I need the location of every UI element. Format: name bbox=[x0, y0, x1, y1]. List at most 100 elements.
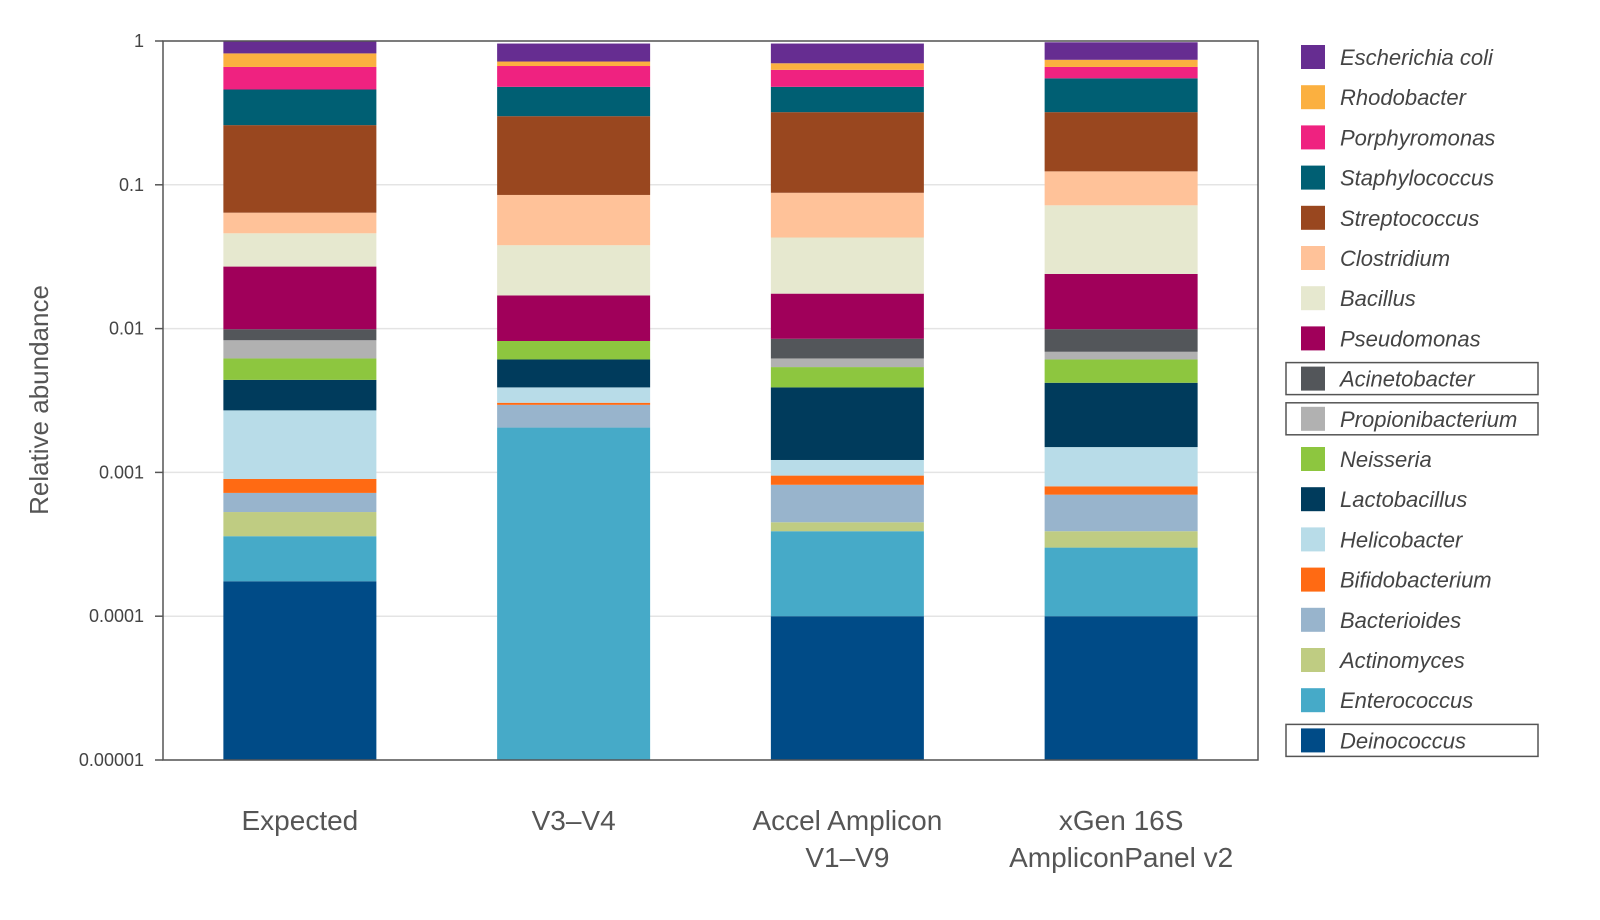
bar-segment bbox=[497, 194, 651, 246]
bar-segment bbox=[223, 358, 377, 380]
bar-stack bbox=[770, 43, 924, 760]
legend-item: Bifidobacterium bbox=[1301, 567, 1492, 593]
bar-segment bbox=[497, 427, 651, 760]
legend-swatch bbox=[1301, 286, 1325, 311]
bar-segment bbox=[223, 233, 377, 267]
bar-segment bbox=[770, 484, 924, 523]
bar-segment bbox=[223, 379, 377, 411]
bar-segment bbox=[1044, 447, 1198, 487]
bar-segment bbox=[770, 112, 924, 193]
bar-segment bbox=[223, 212, 377, 234]
bar-segment bbox=[223, 492, 377, 513]
bar-segment bbox=[223, 410, 377, 479]
legend-swatch bbox=[1301, 165, 1325, 190]
y-tick-label: 0.1 bbox=[119, 175, 144, 195]
legend-label: Lactobacillus bbox=[1340, 487, 1467, 512]
bar-segment bbox=[223, 478, 377, 493]
bar-segment bbox=[770, 616, 924, 760]
y-tick-label: 0.001 bbox=[99, 462, 144, 482]
legend-swatch bbox=[1301, 85, 1325, 110]
bar-segment bbox=[770, 192, 924, 238]
legend-swatch bbox=[1301, 567, 1325, 592]
bar-segment bbox=[1044, 494, 1198, 532]
legend-item: Bacterioides bbox=[1301, 607, 1461, 633]
legend-label: Acinetobacter bbox=[1338, 367, 1476, 392]
legend-swatch bbox=[1301, 527, 1325, 552]
y-tick-label: 0.00001 bbox=[79, 750, 144, 770]
bar-segment bbox=[497, 295, 651, 341]
bar-segment bbox=[770, 69, 924, 87]
bar-segment bbox=[497, 359, 651, 388]
y-tick-label: 0.01 bbox=[109, 319, 144, 339]
bar-segment bbox=[770, 338, 924, 359]
legend-swatch bbox=[1301, 246, 1325, 270]
category-label: V3–V4 bbox=[532, 805, 616, 836]
bar-segment bbox=[770, 63, 924, 70]
legend-swatch bbox=[1301, 326, 1325, 351]
bar-segment bbox=[497, 116, 651, 195]
bar-segment bbox=[223, 340, 377, 359]
legend-item: Bacillus bbox=[1301, 286, 1416, 311]
bar-segment bbox=[1044, 66, 1198, 79]
bar-segment bbox=[770, 293, 924, 339]
bar-segment bbox=[223, 125, 377, 213]
legend-highlight-box bbox=[1285, 723, 1539, 758]
legend-swatch bbox=[1301, 648, 1325, 672]
legend-label: Enterococcus bbox=[1340, 688, 1473, 713]
legend-label: Pseudomonas bbox=[1340, 326, 1481, 351]
bar-segment bbox=[497, 402, 651, 405]
bar-segment bbox=[223, 89, 377, 126]
legend-item: Rhodobacter bbox=[1301, 85, 1468, 110]
legend-swatch bbox=[1301, 447, 1325, 471]
bar-segment bbox=[497, 66, 651, 87]
bar-stack bbox=[497, 43, 651, 760]
y-axis-ticks: 1 0.1 0.01 0.001 0.0001 0.00001 bbox=[79, 31, 163, 770]
legend-item: Helicobacter bbox=[1301, 527, 1464, 552]
legend-label: Deinococcus bbox=[1340, 728, 1466, 753]
legend-label: Neisseria bbox=[1340, 447, 1432, 472]
legend-item: Escherichia coli bbox=[1301, 45, 1494, 70]
plot-frame bbox=[162, 40, 1259, 761]
legend-swatch bbox=[1301, 125, 1325, 150]
legend-swatch bbox=[1301, 366, 1325, 391]
bar-segment bbox=[770, 367, 924, 388]
legend-item: Actinomyces bbox=[1301, 648, 1465, 673]
legend-label: Rhodobacter bbox=[1340, 85, 1468, 110]
bar-segment bbox=[1044, 59, 1198, 67]
legend-label: Actinomyces bbox=[1338, 648, 1465, 673]
legend-label: Helicobacter bbox=[1340, 527, 1464, 552]
legend-label: Propionibacterium bbox=[1340, 407, 1517, 432]
bar-segment bbox=[1044, 616, 1198, 760]
category-label: V1–V9 bbox=[805, 842, 889, 873]
bar-segment bbox=[770, 531, 924, 617]
bar-segment bbox=[770, 522, 924, 532]
legend-item: Neisseria bbox=[1301, 447, 1432, 472]
legend-item: Staphylococcus bbox=[1301, 165, 1494, 191]
legend-label: Staphylococcus bbox=[1340, 166, 1494, 191]
bar-segment bbox=[770, 475, 924, 485]
legend-item: Deinococcus bbox=[1285, 723, 1539, 758]
bar-segment bbox=[770, 237, 924, 294]
y-tick-label: 0.0001 bbox=[89, 606, 144, 626]
legend-swatch bbox=[1301, 45, 1325, 69]
bar-segment bbox=[1044, 42, 1198, 60]
bar-segment bbox=[770, 387, 924, 460]
legend-item: Propionibacterium bbox=[1285, 402, 1539, 436]
bar-segment bbox=[1044, 273, 1198, 330]
bar-segment bbox=[497, 387, 651, 403]
category-label: AmpliconPanel v2 bbox=[1009, 842, 1233, 873]
bar-segment bbox=[770, 358, 924, 368]
legend-highlight-box bbox=[1285, 361, 1539, 396]
legend-item: Lactobacillus bbox=[1301, 487, 1467, 512]
legend-swatch bbox=[1301, 728, 1325, 753]
legend-label: Bacillus bbox=[1340, 286, 1416, 311]
bar-stack bbox=[223, 41, 377, 760]
bar-segment bbox=[223, 329, 377, 341]
bar-segment bbox=[770, 86, 924, 113]
legend-item: Streptococcus bbox=[1301, 205, 1479, 231]
bar-segment bbox=[1044, 78, 1198, 113]
legend-highlight-box bbox=[1285, 402, 1539, 436]
bar-stack bbox=[1044, 42, 1198, 760]
bar-segment bbox=[1044, 112, 1198, 172]
